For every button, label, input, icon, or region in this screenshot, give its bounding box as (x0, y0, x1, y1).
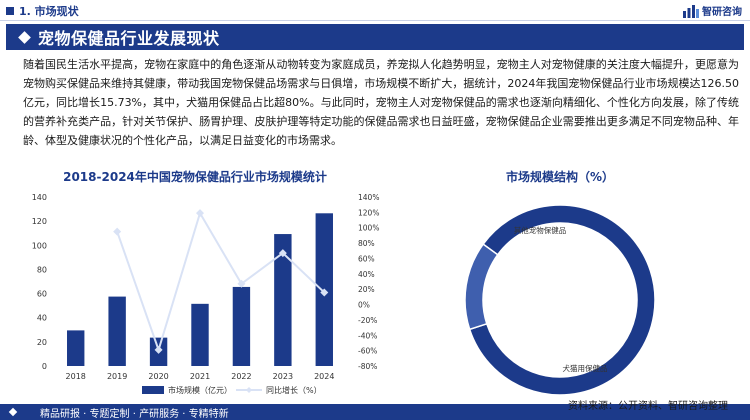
y-right-tick-label: 20% (358, 285, 375, 294)
bar-chart-title: 2018-2024年中国宠物保健品行业市场规模统计 (63, 170, 327, 184)
x-tick-label: 2019 (107, 372, 127, 381)
footer-tagline: 精品研报 · 专题定制 · 产研服务 · 专精特新 (40, 408, 229, 420)
title-bar: 宠物保健品行业发展现状 (6, 24, 744, 50)
x-tick-label: 2023 (273, 372, 293, 381)
bar-market-size (108, 296, 126, 366)
section-square-icon (6, 6, 14, 15)
source-note: 资料来源：公开资料、智研咨询整理 (568, 401, 728, 412)
x-tick-label: 2018 (66, 372, 86, 381)
donut-chart-title: 市场规模结构（%） (505, 170, 615, 184)
bar-market-size (67, 330, 85, 366)
legend-line-marker (246, 387, 252, 393)
top-bar: 1. 市场现状 智研咨询 (0, 0, 750, 22)
growth-rate-point (320, 288, 329, 297)
growth-rate-point (196, 209, 204, 218)
brand-logo: 智研咨询 (683, 3, 742, 18)
donut-slice (464, 243, 499, 331)
top-divider (0, 20, 750, 21)
intro-paragraph: 随着国民生活水平提高，宠物在家庭中的角色逐渐从动物转变为家庭成员，养宠拟人化趋势… (23, 58, 739, 147)
y-right-tick-label: -20% (358, 316, 377, 325)
y-left-tick-label: 140 (32, 193, 47, 202)
donut-slice (468, 204, 656, 396)
y-left-tick-label: 20 (37, 338, 47, 347)
page-title: 宠物保健品行业发展现状 (38, 29, 220, 48)
x-tick-label: 2021 (190, 372, 210, 381)
y-left-tick-label: 100 (32, 241, 47, 250)
y-right-tick-label: -60% (358, 347, 377, 356)
y-left-tick-label: 60 (37, 290, 47, 299)
bar-market-size (232, 286, 251, 366)
footer-bar: 精品研报 · 专题定制 · 产研服务 · 专精特新 (0, 404, 750, 420)
section-tag: 1. 市场现状 (6, 2, 79, 19)
y-right-tick-label: 60% (358, 254, 375, 263)
y-left-tick-label: 0 (42, 362, 47, 371)
y-right-tick-label: 0% (358, 301, 370, 310)
donut-label-dog-cat: 犬猫用保健品 (563, 363, 608, 373)
y-right-tick-label: -80% (358, 362, 377, 371)
bar-line-chart: 0 20 40 60 80 100 120 140 -80% -60% -40% -20% 0% 20% 4… (32, 193, 380, 395)
y-right-tick-label: 120% (358, 208, 379, 217)
x-tick-label: 2024 (314, 372, 334, 381)
y-right-tick-label: 40% (358, 270, 375, 279)
growth-rate-point (113, 227, 122, 236)
growth-rate-point (278, 249, 287, 258)
donut-label-other: 其他宠物保健品 (514, 225, 567, 235)
y-right-tick-label: 100% (358, 224, 379, 233)
growth-rate-line (116, 210, 325, 354)
growth-rate-point (237, 279, 246, 288)
legend-bar-swatch (142, 386, 164, 394)
y-left-tick-label: 40 (37, 314, 47, 323)
y-right-tick-label: 80% (358, 239, 375, 248)
y-left-tick-label: 80 (37, 265, 47, 274)
growth-rate-point (154, 345, 163, 354)
legend-bar-label: 市场规模（亿元） (168, 385, 232, 395)
y-right-tick-label: 140% (358, 193, 379, 202)
footer-diamond-icon (8, 407, 18, 417)
brand-mark-icon (683, 4, 699, 18)
legend-line-label: 同比增长（%） (266, 385, 322, 395)
y-left-tick-label: 120 (32, 217, 47, 226)
bar-market-size (274, 234, 292, 366)
brand-name: 智研咨询 (702, 7, 742, 18)
x-tick-label: 2022 (231, 372, 251, 381)
x-tick-label: 2020 (148, 372, 168, 381)
y-right-tick-label: -40% (358, 331, 377, 340)
section-label: 1. 市场现状 (19, 4, 79, 18)
bar-market-size (191, 303, 209, 366)
